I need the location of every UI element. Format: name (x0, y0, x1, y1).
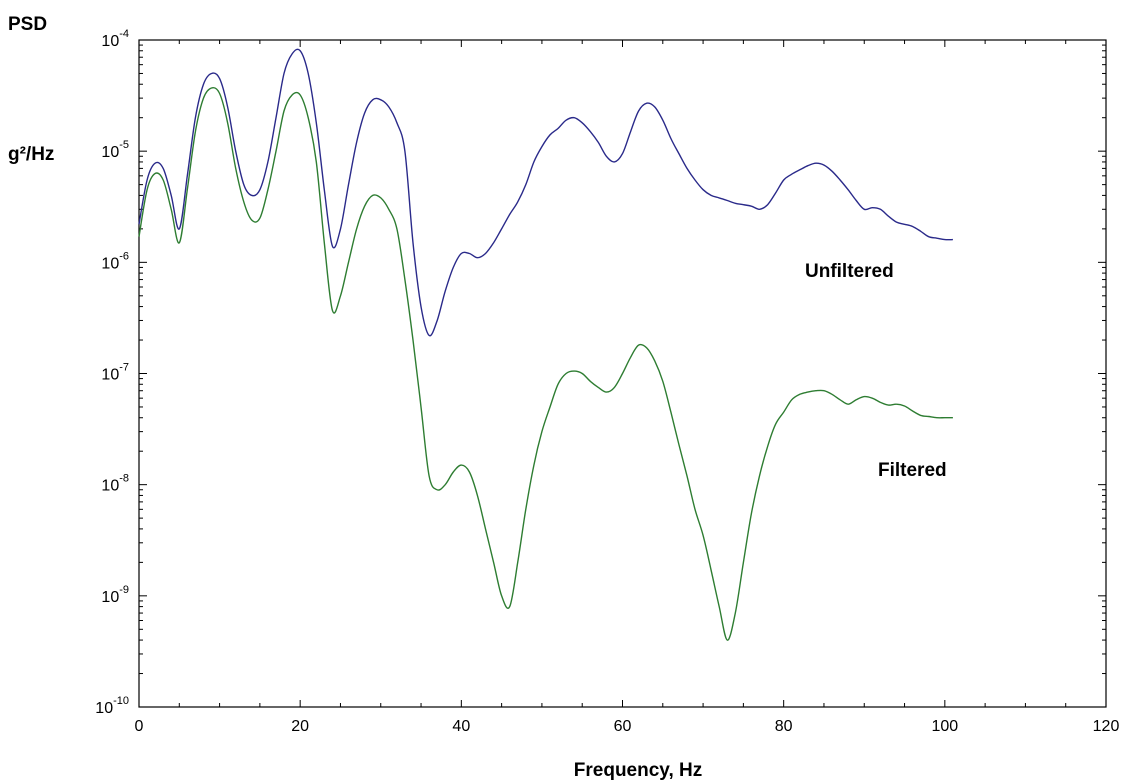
y-tick-label: 10-8 (101, 473, 129, 495)
x-tick-label: 100 (931, 718, 958, 735)
series-line-unfiltered (138, 48, 953, 337)
x-tick-label: 60 (614, 718, 632, 735)
x-tick-label: 0 (135, 718, 144, 735)
series-layer (138, 48, 953, 641)
y-tick-label: 10-4 (101, 28, 129, 50)
x-tick-label: 40 (452, 718, 470, 735)
y-tick-label: 10-9 (101, 584, 129, 606)
x-axis-ticks: 0 20 40 60 80 100 120 (135, 40, 1120, 735)
y-axis-unit-label: g²/Hz (8, 144, 54, 165)
y-tick-label: 10-5 (101, 139, 129, 161)
x-tick-label: 80 (775, 718, 793, 735)
y-axis-label-psd: PSD (8, 14, 47, 35)
y-axis-ticks: 10-10 10-9 10-8 10-7 10-6 10-5 10-4 (95, 28, 1106, 717)
y-tick-label: 10-7 (101, 362, 129, 384)
series-line-filtered (138, 87, 953, 641)
series-label-unfiltered: Unfiltered (805, 261, 894, 282)
y-tick-label: 10-6 (101, 250, 129, 272)
x-tick-label: 120 (1093, 718, 1120, 735)
x-tick-label: 20 (291, 718, 309, 735)
series-label-filtered: Filtered (878, 460, 947, 481)
x-axis-label: Frequency, Hz (574, 760, 702, 781)
y-tick-label: 10-10 (95, 695, 129, 717)
